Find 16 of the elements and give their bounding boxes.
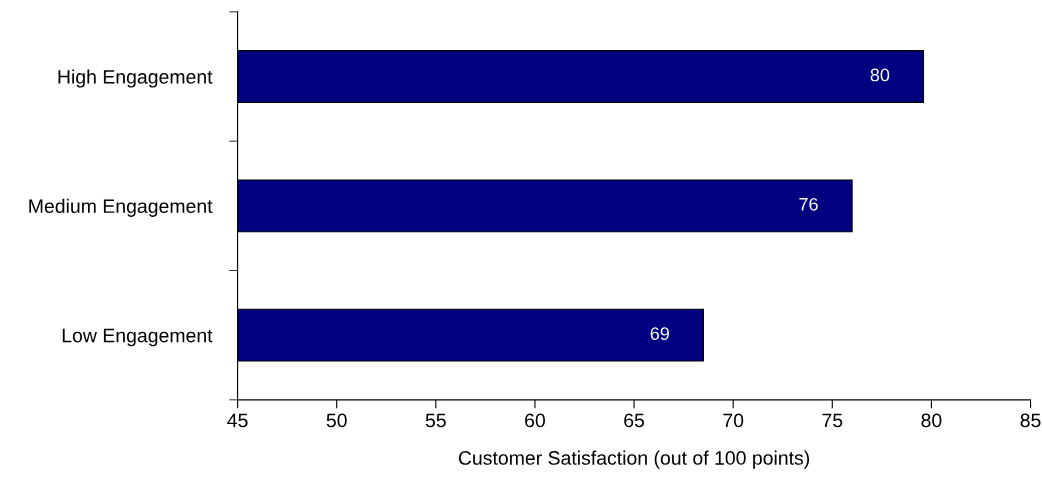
- y-tick-label: Low Engagement: [62, 328, 213, 347]
- x-tick-label: 70: [723, 413, 744, 428]
- x-tick-label: 45: [227, 413, 248, 428]
- x-tick-label: 50: [326, 413, 347, 428]
- data-label: 76: [799, 197, 818, 211]
- data-label: 69: [650, 327, 670, 340]
- x-tick-label: 60: [525, 413, 545, 428]
- x-tick-label: 65: [624, 413, 645, 428]
- x-axis-title: Customer Satisfaction (out of 100 points): [458, 450, 810, 469]
- x-tick-label: 85: [1020, 413, 1041, 428]
- x-tick-label: 55: [425, 413, 446, 428]
- x-tick-label: 80: [921, 413, 942, 428]
- y-tick-label: Medium Engagement: [29, 198, 213, 217]
- x-tick-label: 75: [822, 413, 843, 428]
- data-label: 80: [870, 68, 890, 82]
- y-tick-label: High Engagement: [58, 69, 213, 88]
